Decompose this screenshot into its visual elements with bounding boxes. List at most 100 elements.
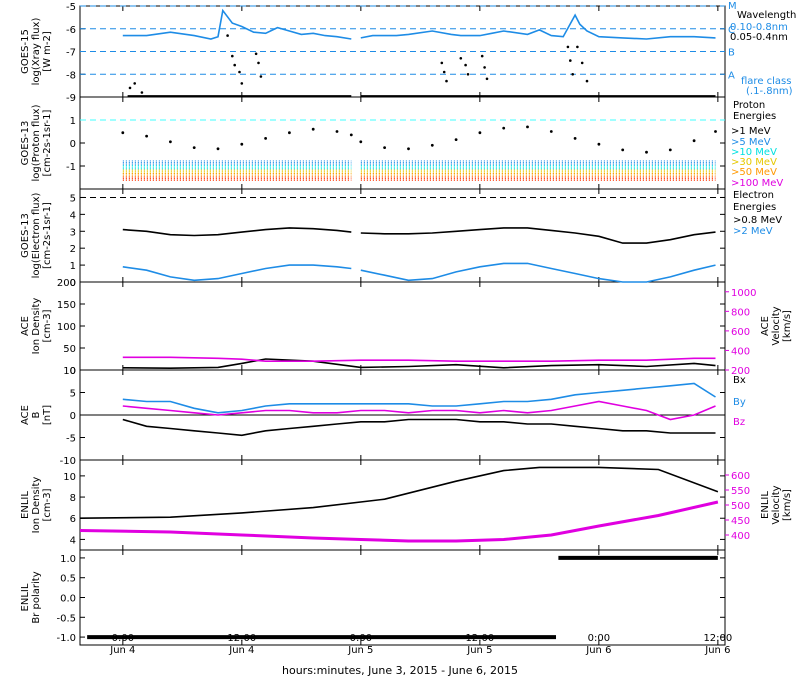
y2-tick-label: 500 (731, 501, 750, 512)
proton-1mev-point (145, 134, 149, 138)
xray-short-dots-point (585, 79, 589, 83)
y-tick-label: -5 (66, 434, 76, 445)
proton-1mev-point (430, 143, 434, 147)
y-axis-label: Ion Density (31, 298, 42, 355)
y-tick-label: 10 (63, 366, 76, 377)
proton-1mev-point (359, 140, 363, 144)
y-tick-label: 5 (70, 193, 76, 204)
y-tick-label: 5 (70, 389, 76, 400)
legend-entry: >1 MeV (731, 126, 771, 137)
y-tick-label: 4 (70, 210, 76, 221)
y-axis-label: B (31, 411, 42, 418)
y-tick-label: -6 (66, 25, 76, 36)
y-tick-label: 0.5 (60, 574, 76, 585)
legend-entry: Proton (733, 100, 765, 111)
y-tick-label: 0 (70, 411, 76, 422)
y-tick-label: 0 (70, 139, 76, 150)
proton-1mev-point (383, 146, 386, 150)
flare-class-label: B (728, 48, 735, 59)
legend-entry: >0.8 MeV (733, 215, 782, 226)
x-tick-label-time: 12:00 (703, 633, 732, 644)
y-tick-label: 100 (57, 322, 76, 333)
legend-entry: >2 MeV (733, 226, 773, 237)
y-axis-label: Br polarity (31, 571, 42, 623)
proton-1mev-point (335, 130, 339, 133)
y2-tick-label: 550 (731, 486, 750, 497)
legend-entry: >50 MeV (731, 167, 777, 178)
proton-1mev-point (478, 131, 482, 135)
y-axis-label: ACE (760, 316, 771, 336)
proton-band->30 MeV (122, 169, 716, 174)
enlil-density-line (79, 466, 719, 519)
xray-short-dots-point (466, 73, 470, 76)
x-tick-label-day: Jun 4 (109, 645, 135, 656)
proton-1mev-point (240, 142, 244, 146)
xray-short-dots-point (128, 86, 132, 90)
y-tick-label: -1.0 (56, 633, 76, 644)
xray-short-dots-point (445, 79, 448, 83)
y-axis-label: ACE (20, 316, 31, 336)
xray-short-dots-point (140, 91, 144, 94)
xray-short-dots-point (442, 70, 446, 74)
y-axis-label: Velocity (771, 485, 782, 524)
legend-entry: Bx (733, 375, 746, 386)
x-tick-label-time: 0:00 (588, 633, 610, 644)
proton-1mev-point (502, 126, 506, 130)
x-tick-label-day: Jun 4 (228, 645, 254, 656)
legend-entry: >10 MeV (731, 147, 777, 158)
y-axis-label: log(Electron flux) (31, 193, 42, 279)
legend-entry: 0.05-0.4nm (730, 32, 788, 43)
xray-short-dots-point (569, 59, 572, 62)
x-tick-label-day: Jun 6 (704, 645, 730, 656)
proton-1mev-point (645, 150, 648, 154)
y-axis-label: Velocity (771, 306, 782, 345)
xray-short-dots-point (259, 75, 263, 78)
proton-1mev-point (668, 148, 672, 152)
enlil-velocity-line (79, 500, 719, 543)
y-tick-label: 150 (57, 300, 76, 311)
xray-short-dots-point (483, 66, 486, 69)
y-tick-label: 200 (57, 278, 76, 289)
legend-entry: >5 MeV (731, 137, 771, 148)
x-tick-label-day: Jun 5 (347, 645, 373, 656)
proton-1mev-points (121, 125, 717, 154)
xray-short-dots-point (238, 70, 241, 74)
y-axis-label: [cm-3] (42, 309, 53, 342)
electron->0.8 MeV-line (122, 227, 716, 244)
y-tick-label: 0 (70, 278, 76, 289)
xray-short-dots-point (571, 73, 574, 76)
proton-1mev-point (549, 130, 553, 133)
legend-entry: 0.10-0.8nm (730, 22, 788, 33)
proton-band->100 MeV (122, 176, 716, 181)
y2-tick-label: 400 (731, 346, 750, 357)
xray-short-dots-point (464, 63, 467, 67)
legend-entry: >30 MeV (731, 157, 777, 168)
proton-1mev-point (454, 138, 458, 142)
y-tick-label: -10 (60, 456, 76, 467)
xray-short-dots-point (226, 34, 229, 37)
xray-short-dots-point (440, 61, 444, 65)
y-axis-label: log(Xray flux) (31, 18, 42, 86)
ace-Bx-line (122, 418, 716, 437)
y-tick-label: 1 (70, 116, 76, 127)
proton-1mev-point (621, 148, 625, 152)
y-axis-label: [W m-2] (42, 31, 53, 72)
electron->2 MeV-line (122, 262, 716, 283)
xray-short-dots-point (231, 54, 234, 58)
x-tick-label-day: Jun 5 (466, 645, 492, 656)
proton-1mev-point (311, 127, 315, 131)
y-axis-label: [km/s] (782, 310, 793, 342)
xray-long-line (122, 8, 716, 40)
proton-1mev-point (573, 137, 577, 140)
y-tick-label: 0 (70, 366, 76, 377)
xray-short-dots-point (133, 82, 136, 85)
legend-entry: >100 MeV (731, 178, 783, 189)
y2-tick-label: 800 (731, 307, 750, 318)
flare-class-label: C (728, 25, 735, 36)
y-tick-label: 4 (70, 535, 76, 546)
y-tick-label: -8 (66, 70, 76, 81)
proton-1mev-point (192, 146, 196, 150)
ace-density-line (122, 358, 716, 370)
y-tick-label: 0.0 (60, 594, 76, 605)
